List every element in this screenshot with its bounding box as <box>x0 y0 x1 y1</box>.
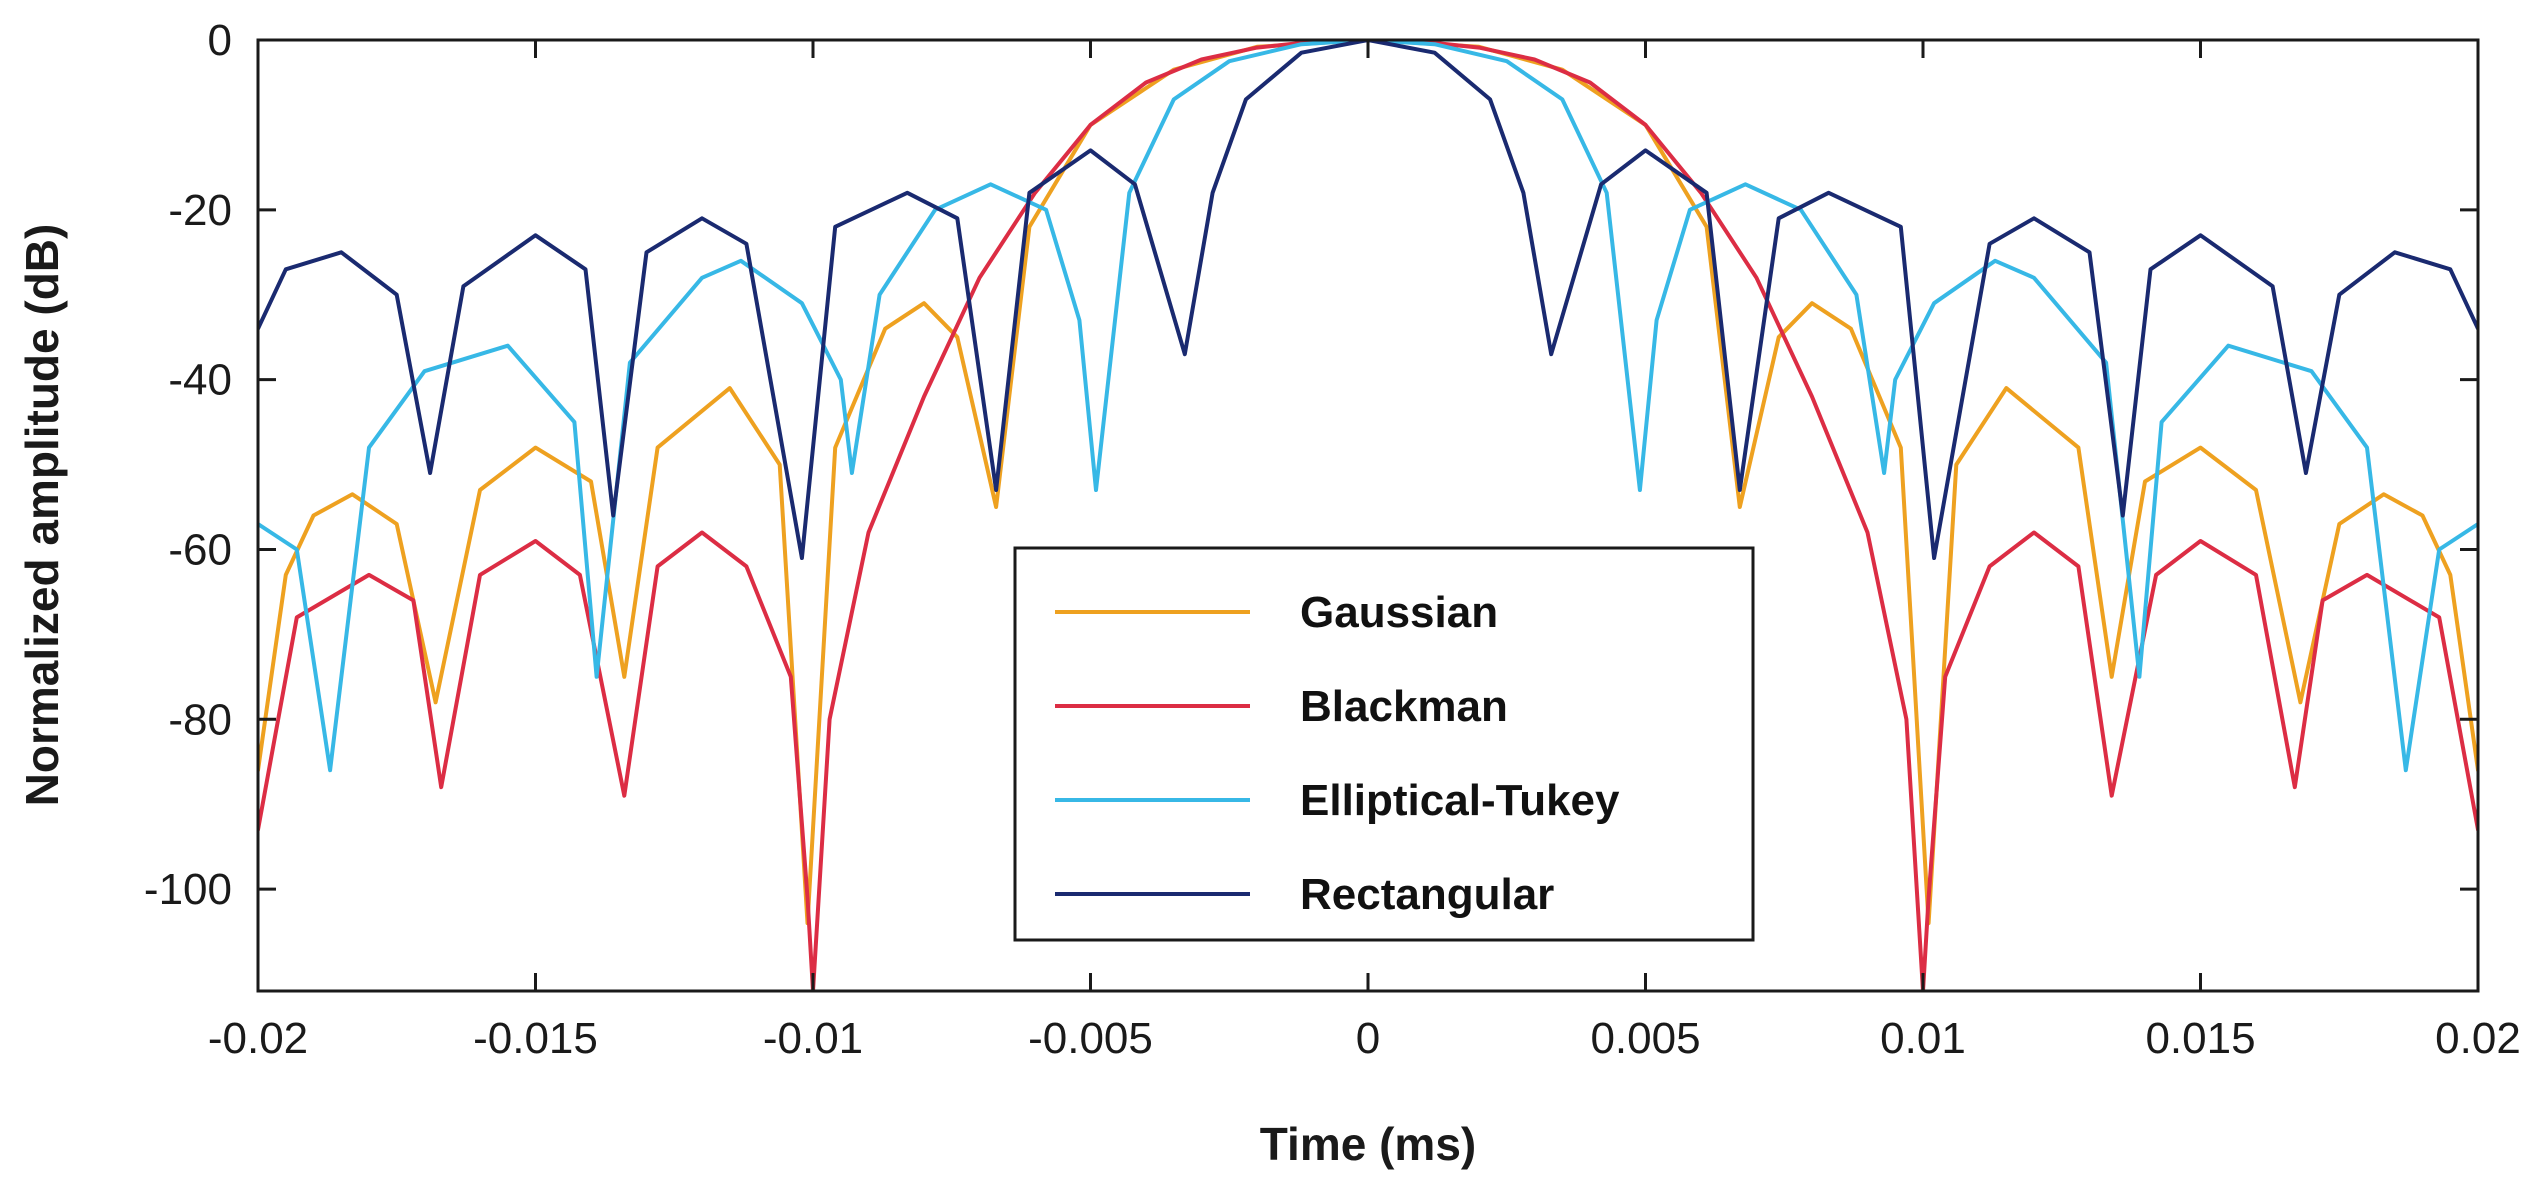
x-tick-label: 0.005 <box>1590 1014 1700 1063</box>
y-tick-label: 0 <box>208 16 232 65</box>
series-line-gaussian <box>258 40 2478 926</box>
x-tick-label: -0.01 <box>763 1014 863 1063</box>
x-tick-label: 0 <box>1356 1014 1380 1063</box>
y-tick-label: -100 <box>144 865 232 914</box>
legend: Gaussian Blackman Elliptical-Tukey Rectangu… <box>1013 546 1755 942</box>
series-line-rectangular <box>258 40 2478 560</box>
legend-label-elliptical-tukey: Elliptical-Tukey <box>1300 776 1620 825</box>
x-tick-label: 0.01 <box>1880 1014 1966 1063</box>
x-tick-label: 0.02 <box>2435 1014 2521 1063</box>
y-tick-label: -40 <box>168 356 232 405</box>
y-tick-label: -80 <box>168 695 232 744</box>
y-axis-title: Normalized amplitude (dB) <box>16 224 68 807</box>
x-tick-label: 0.015 <box>2145 1014 2255 1063</box>
legend-label-rectangular: Rectangular <box>1300 870 1554 919</box>
x-tick-label: -0.005 <box>1028 1014 1153 1063</box>
y-tick-label: -60 <box>168 525 232 574</box>
series-line-blackman <box>258 40 2478 991</box>
y-tick-label: -20 <box>168 186 232 235</box>
series-line-elliptical-tukey <box>258 40 2478 773</box>
legend-label-gaussian: Gaussian <box>1300 588 1498 637</box>
legend-label-blackman: Blackman <box>1300 682 1508 731</box>
x-axis-title: Time (ms) <box>1260 1118 1476 1170</box>
x-tick-label: -0.02 <box>208 1014 308 1063</box>
plot-frame <box>256 38 2480 993</box>
x-tick-label: -0.015 <box>473 1014 598 1063</box>
